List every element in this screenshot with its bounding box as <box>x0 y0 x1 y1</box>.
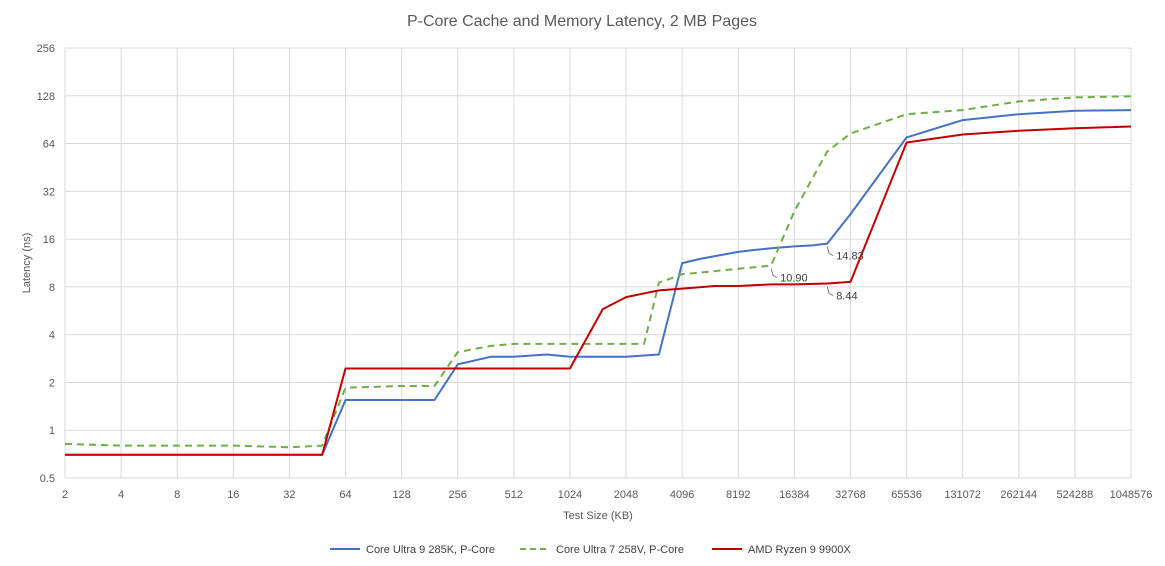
x-tick-label: 2048 <box>614 489 638 501</box>
x-tick-label: 32 <box>283 489 295 501</box>
series-line-2 <box>64 95 1132 449</box>
tick-labels: 2 4 8 16 32 64 128 256 512 1024 2048 4096 8192 16384 3… <box>37 43 1153 501</box>
y-tick-label: 1 <box>49 425 55 437</box>
x-tick-label: 524288 <box>1057 489 1094 501</box>
x-tick-label: 262144 <box>1000 489 1037 501</box>
y-tick-label: 16 <box>43 234 55 246</box>
annotation: 10.90 <box>770 268 808 285</box>
grid <box>64 47 1132 479</box>
legend-label: Core Ultra 7 258V, P-Core <box>556 544 684 556</box>
y-tick-label: 128 <box>37 91 55 103</box>
x-tick-label: 4096 <box>670 489 694 501</box>
y-tick-label: 8 <box>49 282 55 294</box>
y-tick-label: 32 <box>43 186 55 198</box>
legend-item-3: AMD Ryzen 9 9900X <box>712 544 851 556</box>
y-tick-label: 64 <box>43 139 55 151</box>
annotations: 14.83 10.90 8.44 <box>770 246 864 303</box>
x-tick-label: 64 <box>339 489 351 501</box>
legend-item-1: Core Ultra 9 285K, P-Core <box>330 544 495 556</box>
annotation-leader <box>826 286 834 296</box>
x-tick-label: 256 <box>449 489 467 501</box>
legend-item-2: Core Ultra 7 258V, P-Core <box>520 544 684 556</box>
x-axis-label: Test Size (KB) <box>563 510 633 522</box>
legend-label: AMD Ryzen 9 9900X <box>748 544 851 556</box>
annotation-leader <box>826 246 834 257</box>
x-tick-label: 16384 <box>779 489 810 501</box>
x-tick-label: 8 <box>174 489 180 501</box>
annotation-label: 14.83 <box>836 251 864 263</box>
x-tick-label: 128 <box>392 489 410 501</box>
legend-label: Core Ultra 9 285K, P-Core <box>366 544 495 556</box>
x-tick-label: 16 <box>227 489 239 501</box>
x-tick-label: 8192 <box>726 489 750 501</box>
legend: Core Ultra 9 285K, P-Core Core Ultra 7 25… <box>330 544 851 556</box>
y-tick-label: 256 <box>37 43 55 55</box>
y-tick-label: 4 <box>49 330 55 342</box>
annotation: 14.83 <box>826 246 864 263</box>
x-tick-label: 4 <box>118 489 124 501</box>
y-axis-label: Latency (ns) <box>21 233 33 294</box>
chart-title: P-Core Cache and Memory Latency, 2 MB Pa… <box>407 13 757 30</box>
series-line-3 <box>65 125 1132 456</box>
annotation-leader <box>770 268 778 279</box>
series-line-1 <box>65 109 1132 456</box>
x-tick-label: 1024 <box>558 489 582 501</box>
x-tick-label: 65536 <box>891 489 922 501</box>
annotation-label: 8.44 <box>836 291 857 303</box>
x-tick-label: 32768 <box>835 489 866 501</box>
x-tick-label: 1048576 <box>1110 489 1153 501</box>
annotation-label: 10.90 <box>780 273 808 285</box>
y-tick-label: 2 <box>49 377 55 389</box>
x-tick-label: 512 <box>505 489 523 501</box>
annotation: 8.44 <box>826 286 858 303</box>
x-tick-label: 131072 <box>944 489 981 501</box>
x-tick-label: 2 <box>62 489 68 501</box>
series-lines <box>64 95 1132 456</box>
y-tick-label: 0.5 <box>40 473 55 485</box>
